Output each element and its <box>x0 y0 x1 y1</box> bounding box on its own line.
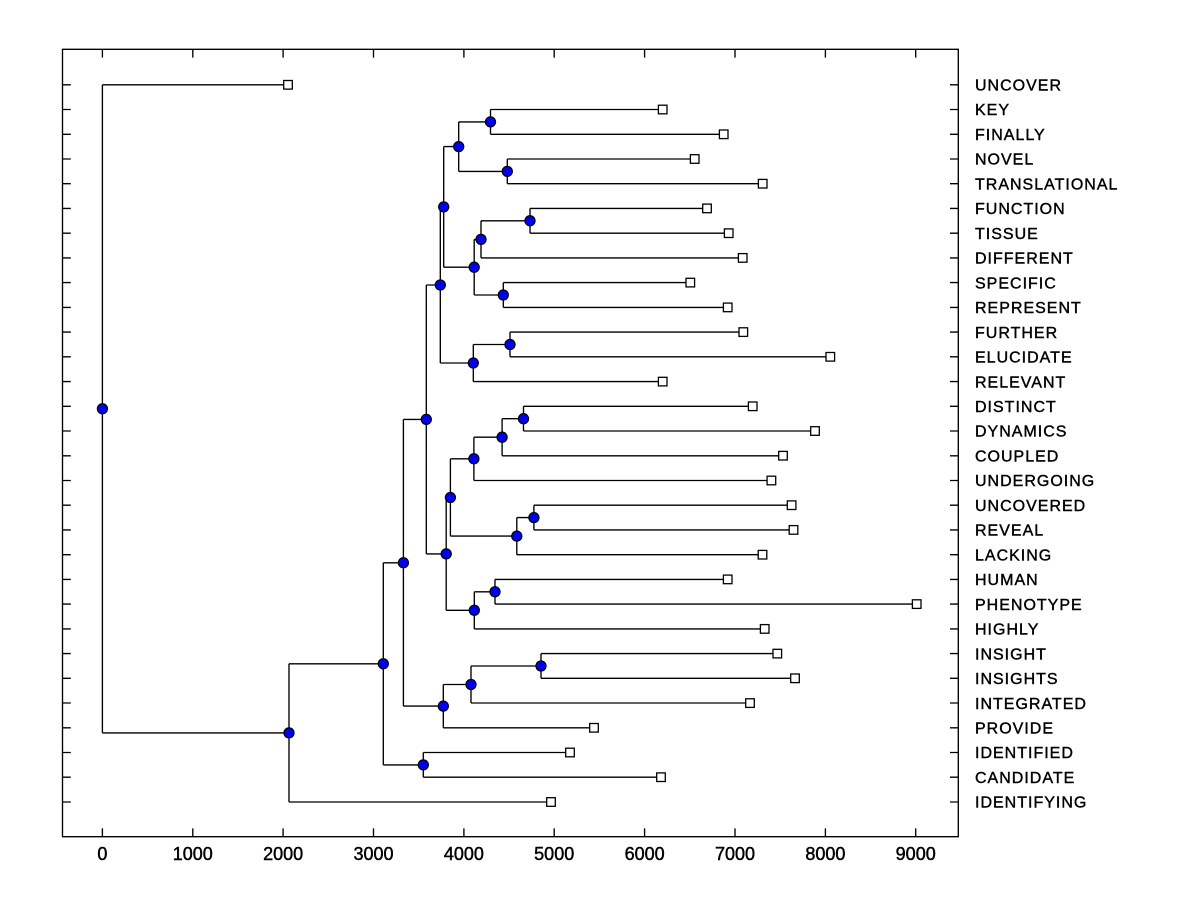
svg-text:3000: 3000 <box>353 844 393 864</box>
svg-text:KEY: KEY <box>975 102 1010 119</box>
svg-text:UNCOVERED: UNCOVERED <box>975 498 1086 515</box>
svg-text:DIFFERENT: DIFFERENT <box>975 251 1074 268</box>
svg-text:HIGHLY: HIGHLY <box>975 622 1039 639</box>
svg-text:REVEAL: REVEAL <box>975 523 1044 540</box>
svg-text:PHENOTYPE: PHENOTYPE <box>975 597 1083 614</box>
svg-text:1000: 1000 <box>173 844 213 864</box>
svg-text:7000: 7000 <box>715 844 755 864</box>
svg-text:TRANSLATIONAL: TRANSLATIONAL <box>975 176 1118 193</box>
svg-text:UNCOVER: UNCOVER <box>975 78 1062 95</box>
svg-text:INSIGHTS: INSIGHTS <box>975 671 1059 688</box>
svg-text:8000: 8000 <box>805 844 845 864</box>
svg-text:2000: 2000 <box>263 844 303 864</box>
svg-text:SPECIFIC: SPECIFIC <box>975 275 1057 292</box>
svg-text:LACKING: LACKING <box>975 547 1052 564</box>
svg-text:DYNAMICS: DYNAMICS <box>975 424 1067 441</box>
svg-text:HUMAN: HUMAN <box>975 572 1039 589</box>
svg-text:FURTHER: FURTHER <box>975 325 1058 342</box>
svg-text:INSIGHT: INSIGHT <box>975 646 1047 663</box>
svg-text:DISTINCT: DISTINCT <box>975 399 1057 416</box>
svg-text:FUNCTION: FUNCTION <box>975 201 1066 218</box>
svg-text:IDENTIFIED: IDENTIFIED <box>975 745 1074 762</box>
svg-text:5000: 5000 <box>534 844 574 864</box>
svg-text:FINALLY: FINALLY <box>975 127 1046 144</box>
svg-text:UNDERGOING: UNDERGOING <box>975 473 1095 490</box>
svg-text:PROVIDE: PROVIDE <box>975 721 1054 738</box>
svg-text:INTEGRATED: INTEGRATED <box>975 696 1087 713</box>
svg-text:REPRESENT: REPRESENT <box>975 300 1082 317</box>
svg-text:RELEVANT: RELEVANT <box>975 374 1066 391</box>
svg-text:9000: 9000 <box>896 844 936 864</box>
svg-text:6000: 6000 <box>625 844 665 864</box>
svg-text:ELUCIDATE: ELUCIDATE <box>975 350 1073 367</box>
svg-text:CANDIDATE: CANDIDATE <box>975 770 1075 787</box>
svg-text:4000: 4000 <box>444 844 484 864</box>
svg-text:TISSUE: TISSUE <box>975 226 1039 243</box>
svg-text:0: 0 <box>97 844 107 864</box>
svg-text:COUPLED: COUPLED <box>975 448 1059 465</box>
svg-text:NOVEL: NOVEL <box>975 152 1034 169</box>
svg-text:IDENTIFYING: IDENTIFYING <box>975 795 1087 812</box>
